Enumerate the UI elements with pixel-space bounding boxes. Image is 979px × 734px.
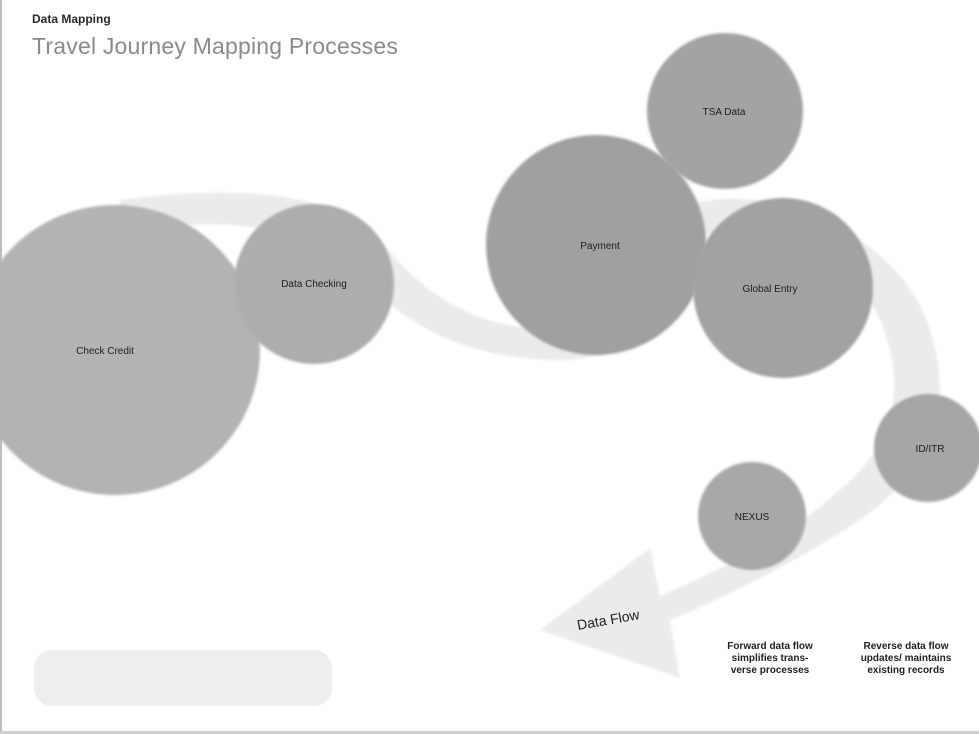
page-title: Travel Journey Mapping Processes bbox=[32, 33, 399, 59]
frame-bottom-edge bbox=[0, 731, 979, 734]
filter-bar bbox=[34, 650, 332, 706]
node-id-itr[interactable]: ID/ITR bbox=[874, 394, 979, 502]
node-nexus[interactable]: NEXUS bbox=[698, 462, 806, 570]
node-global-entry[interactable]: Global Entry bbox=[693, 198, 873, 378]
legend-reverse-note: Reverse data flow updates/ maintains exi… bbox=[860, 641, 952, 676]
filter-option-2[interactable] bbox=[146, 673, 161, 683]
node-label-check-credit: Check Credit bbox=[76, 346, 134, 357]
filter-option-3[interactable] bbox=[218, 673, 228, 683]
node-label-nexus: NEXUS bbox=[735, 512, 770, 523]
node-label-payment: Payment bbox=[580, 241, 620, 252]
node-label-data-checking: Data Checking bbox=[281, 279, 347, 290]
node-check-credit[interactable]: Check Credit bbox=[0, 205, 260, 495]
node-data-checking[interactable]: Data Checking bbox=[234, 204, 394, 364]
node-label-id-itr: ID/ITR bbox=[916, 444, 945, 455]
node-label-global-entry: Global Entry bbox=[742, 284, 797, 295]
node-payment[interactable]: Payment bbox=[486, 135, 706, 355]
legend-forward-note: Forward data flow simplifies trans­verse… bbox=[727, 641, 813, 676]
node-tsa-data[interactable]: TSA Data bbox=[647, 33, 803, 189]
filter-option-4[interactable] bbox=[284, 673, 292, 683]
page-kicker: Data Mapping bbox=[32, 12, 111, 26]
node-label-tsa-data: TSA Data bbox=[703, 107, 746, 118]
filter-option-1[interactable] bbox=[74, 673, 89, 683]
